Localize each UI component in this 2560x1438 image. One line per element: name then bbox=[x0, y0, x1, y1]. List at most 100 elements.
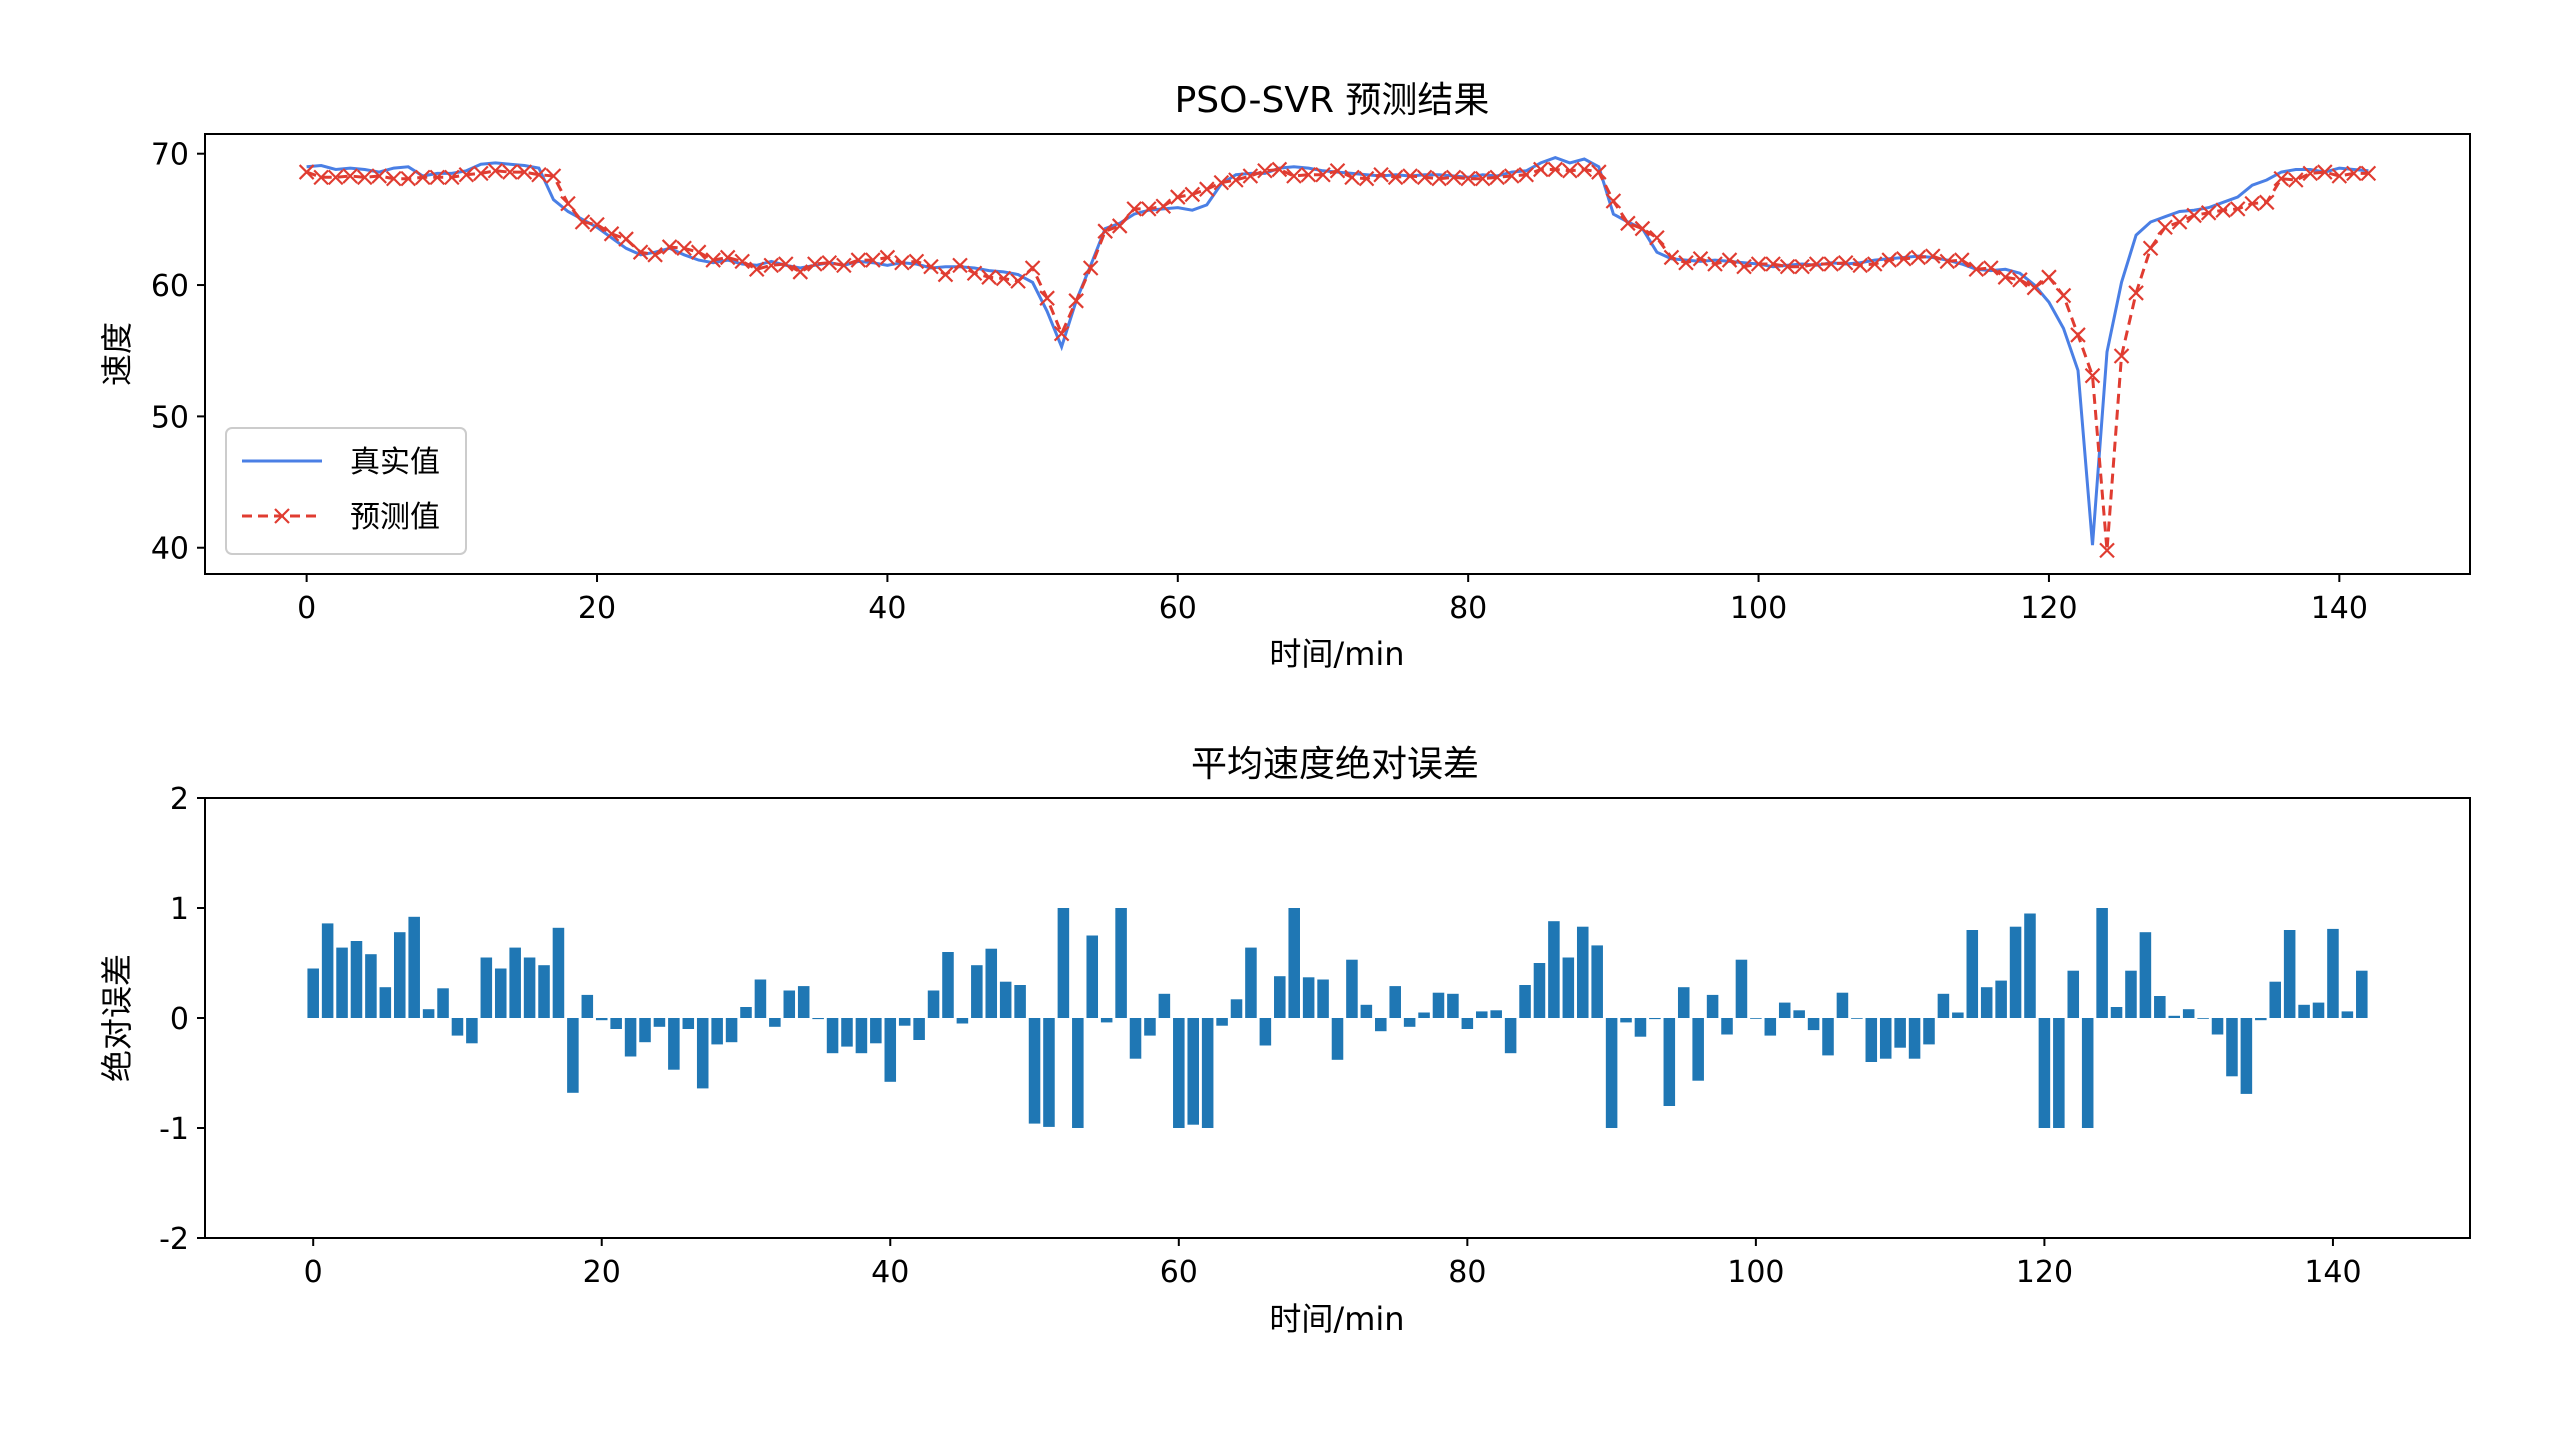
error-bar bbox=[1072, 1018, 1084, 1128]
error-bar bbox=[985, 948, 998, 1018]
error-bar bbox=[1836, 992, 1849, 1018]
predicted-point bbox=[1707, 256, 1723, 272]
predicted-point bbox=[1895, 250, 1912, 267]
error-bar bbox=[913, 1018, 925, 1040]
error-bar bbox=[1649, 1018, 1661, 1020]
error-bar bbox=[2009, 926, 2022, 1018]
x-tick-label: 100 bbox=[1730, 591, 1787, 626]
error-bar bbox=[812, 1018, 824, 1020]
predicted-point bbox=[1794, 258, 1810, 275]
error-bar bbox=[538, 965, 550, 1018]
predicted-point bbox=[923, 258, 939, 275]
error-bar bbox=[1331, 1018, 1344, 1060]
predicted-point bbox=[545, 168, 562, 184]
error-bar bbox=[552, 927, 565, 1018]
error-bar bbox=[1894, 1018, 1906, 1048]
predicted-point bbox=[2346, 165, 2362, 182]
error-bar bbox=[1735, 959, 1748, 1018]
predicted-point bbox=[1634, 220, 1651, 237]
predicted-point bbox=[1678, 254, 1694, 271]
predicted-point bbox=[2287, 172, 2304, 188]
predicted-point bbox=[1765, 256, 1781, 272]
error-bar bbox=[942, 952, 954, 1018]
error-bar bbox=[1937, 993, 1950, 1018]
predicted-point bbox=[1474, 170, 1491, 187]
predicted-point bbox=[734, 253, 750, 270]
predicted-point bbox=[1750, 256, 1767, 272]
chart-title: PSO-SVR 预测结果 bbox=[1175, 80, 1490, 121]
predicted-point bbox=[1939, 253, 1956, 270]
predicted-point bbox=[342, 168, 358, 184]
predicted-point bbox=[400, 170, 417, 187]
predicted-point bbox=[2302, 165, 2319, 182]
error-bar bbox=[1187, 1018, 1199, 1125]
predicted-point bbox=[473, 165, 489, 182]
error-bar bbox=[711, 1018, 723, 1045]
predicted-point bbox=[1315, 166, 1331, 183]
predicted-point bbox=[1808, 256, 1825, 272]
predicted-point bbox=[415, 169, 431, 186]
predicted-point bbox=[371, 168, 388, 184]
y-axis-ticks: -2 -1 0 1 2 bbox=[159, 782, 205, 1257]
predicted-point bbox=[2186, 207, 2202, 224]
plot-frame bbox=[204, 797, 2471, 1239]
predicted-point bbox=[2012, 272, 2028, 288]
error-bar bbox=[1461, 1018, 1474, 1029]
predicted-point bbox=[1373, 166, 1389, 183]
predicted-point bbox=[2171, 214, 2188, 230]
error-bar bbox=[1129, 1018, 1142, 1059]
error-bar bbox=[754, 979, 767, 1018]
predicted-point bbox=[1126, 201, 1143, 217]
y-tick-label: -2 bbox=[159, 1222, 189, 1257]
x-tick-label: 60 bbox=[1159, 591, 1197, 626]
predicted-point bbox=[647, 247, 663, 263]
error-bar bbox=[1086, 935, 1099, 1018]
error-bar bbox=[653, 1018, 666, 1027]
predicted-point bbox=[1779, 258, 1796, 275]
error-bar bbox=[494, 968, 507, 1018]
error-bar bbox=[1389, 986, 1401, 1018]
error-bar bbox=[740, 1007, 752, 1018]
error-bar bbox=[2356, 970, 2368, 1018]
predicted-point bbox=[1910, 249, 1927, 266]
error-bar bbox=[1980, 987, 1993, 1018]
error-bar bbox=[379, 987, 392, 1018]
predicted-point bbox=[1213, 174, 1230, 191]
predicted-point bbox=[1155, 198, 1172, 215]
error-bar bbox=[1721, 1018, 1733, 1035]
plot-frame bbox=[204, 133, 2471, 575]
predicted-point bbox=[632, 244, 649, 260]
error-bar bbox=[1490, 1010, 1502, 1018]
predicted-point bbox=[1837, 254, 1854, 271]
predicted-point bbox=[2215, 202, 2231, 218]
error-bar bbox=[1274, 976, 1286, 1018]
error-bar bbox=[1317, 979, 1329, 1018]
predicted-point bbox=[1445, 169, 1462, 186]
predicted-point bbox=[2258, 194, 2275, 211]
predicted-point bbox=[1199, 181, 1215, 197]
predicted-point bbox=[879, 249, 896, 266]
predicted-point bbox=[2055, 287, 2072, 304]
error-bar bbox=[927, 990, 940, 1018]
error-bar bbox=[1533, 963, 1546, 1018]
predicted-point bbox=[937, 266, 954, 283]
error-bar bbox=[1778, 1002, 1791, 1018]
error-bar bbox=[1043, 1018, 1055, 1127]
error-bar bbox=[2283, 930, 2296, 1018]
predicted-point bbox=[2128, 285, 2144, 301]
x-tick-label: 60 bbox=[1160, 1255, 1198, 1290]
x-tick-label: 20 bbox=[578, 591, 616, 626]
predicted-point bbox=[1649, 229, 1665, 246]
predicted-point bbox=[298, 164, 315, 180]
chart-title: 平均速度绝对误差 bbox=[1191, 744, 1479, 785]
error-bar bbox=[855, 1018, 868, 1054]
error-bar bbox=[1014, 985, 1026, 1018]
error-bar bbox=[1591, 945, 1603, 1018]
predicted-point bbox=[1184, 186, 1201, 203]
predicted-point bbox=[807, 256, 823, 272]
error-bar bbox=[2298, 1004, 2310, 1018]
error-bar bbox=[2240, 1018, 2253, 1094]
predicted-point bbox=[1387, 169, 1404, 186]
error-bar bbox=[2038, 1018, 2051, 1128]
